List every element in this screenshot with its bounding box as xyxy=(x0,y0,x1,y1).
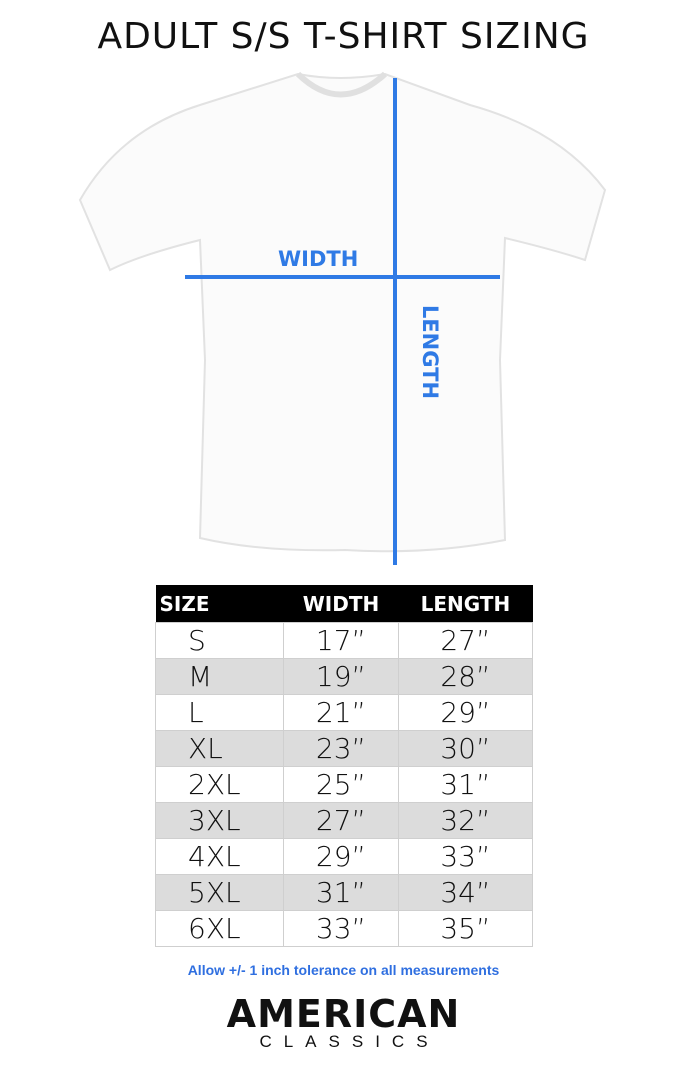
width-label: WIDTH xyxy=(278,247,359,271)
cell-length: 30” xyxy=(397,730,534,767)
cell-width: 19” xyxy=(283,658,399,695)
header-width: WIDTH xyxy=(283,585,399,623)
cell-length: 35” xyxy=(397,910,534,947)
table-header: SIZE WIDTH LENGTH xyxy=(155,585,533,623)
table-row: 5XL 31” 34” xyxy=(154,874,534,911)
cell-size: M xyxy=(154,658,285,695)
cell-length: 31” xyxy=(397,766,534,803)
table-row: 4XL 29” 33” xyxy=(154,838,534,875)
cell-length: 34” xyxy=(397,874,534,911)
brand-logo: AMERICAN CLASSICS xyxy=(0,995,687,1051)
table-row: 2XL 25” 31” xyxy=(154,766,534,803)
cell-size: XL xyxy=(154,730,285,767)
cell-width: 23” xyxy=(283,730,399,767)
cell-width: 33” xyxy=(283,910,399,947)
cell-width: 17” xyxy=(283,622,399,659)
cell-width: 21” xyxy=(283,694,399,731)
cell-size: 2XL xyxy=(154,766,285,803)
cell-size: S xyxy=(154,622,285,659)
table-row: 6XL 33” 35” xyxy=(154,910,534,947)
length-label: LENGTH xyxy=(418,304,442,400)
table-row: M 19” 28” xyxy=(154,658,534,695)
cell-length: 27” xyxy=(397,622,534,659)
cell-width: 29” xyxy=(283,838,399,875)
tshirt-diagram xyxy=(78,71,607,565)
logo-line2: CLASSICS xyxy=(259,1032,440,1051)
cell-width: 27” xyxy=(283,802,399,839)
tshirt-shape xyxy=(78,72,607,553)
table-row: L 21” 29” xyxy=(154,694,534,731)
size-table: SIZE WIDTH LENGTH S 17” 27” M 19” 28” L 21” 29” X… xyxy=(154,585,534,947)
tolerance-note: Allow +/- 1 inch tolerance on all measur… xyxy=(187,962,500,978)
cell-length: 28” xyxy=(397,658,534,695)
cell-size: 6XL xyxy=(154,910,285,947)
table-row: S 17” 27” xyxy=(154,622,534,659)
cell-length: 29” xyxy=(397,694,534,731)
cell-width: 25” xyxy=(283,766,399,803)
cell-length: 32” xyxy=(397,802,534,839)
cell-size: 4XL xyxy=(154,838,285,875)
header-length: LENGTH xyxy=(398,585,533,623)
page-title: ADULT S/S T-SHIRT SIZING xyxy=(97,16,590,57)
table-row: XL 23” 30” xyxy=(154,730,534,767)
logo-line1: AMERICAN xyxy=(226,992,461,1036)
table-row: 3XL 27” 32” xyxy=(154,802,534,839)
tshirt-collar xyxy=(295,71,388,98)
cell-size: L xyxy=(154,694,285,731)
cell-size: 3XL xyxy=(154,802,285,839)
header-size: SIZE xyxy=(155,585,284,623)
cell-size: 5XL xyxy=(154,874,285,911)
cell-length: 33” xyxy=(397,838,534,875)
cell-width: 31” xyxy=(283,874,399,911)
